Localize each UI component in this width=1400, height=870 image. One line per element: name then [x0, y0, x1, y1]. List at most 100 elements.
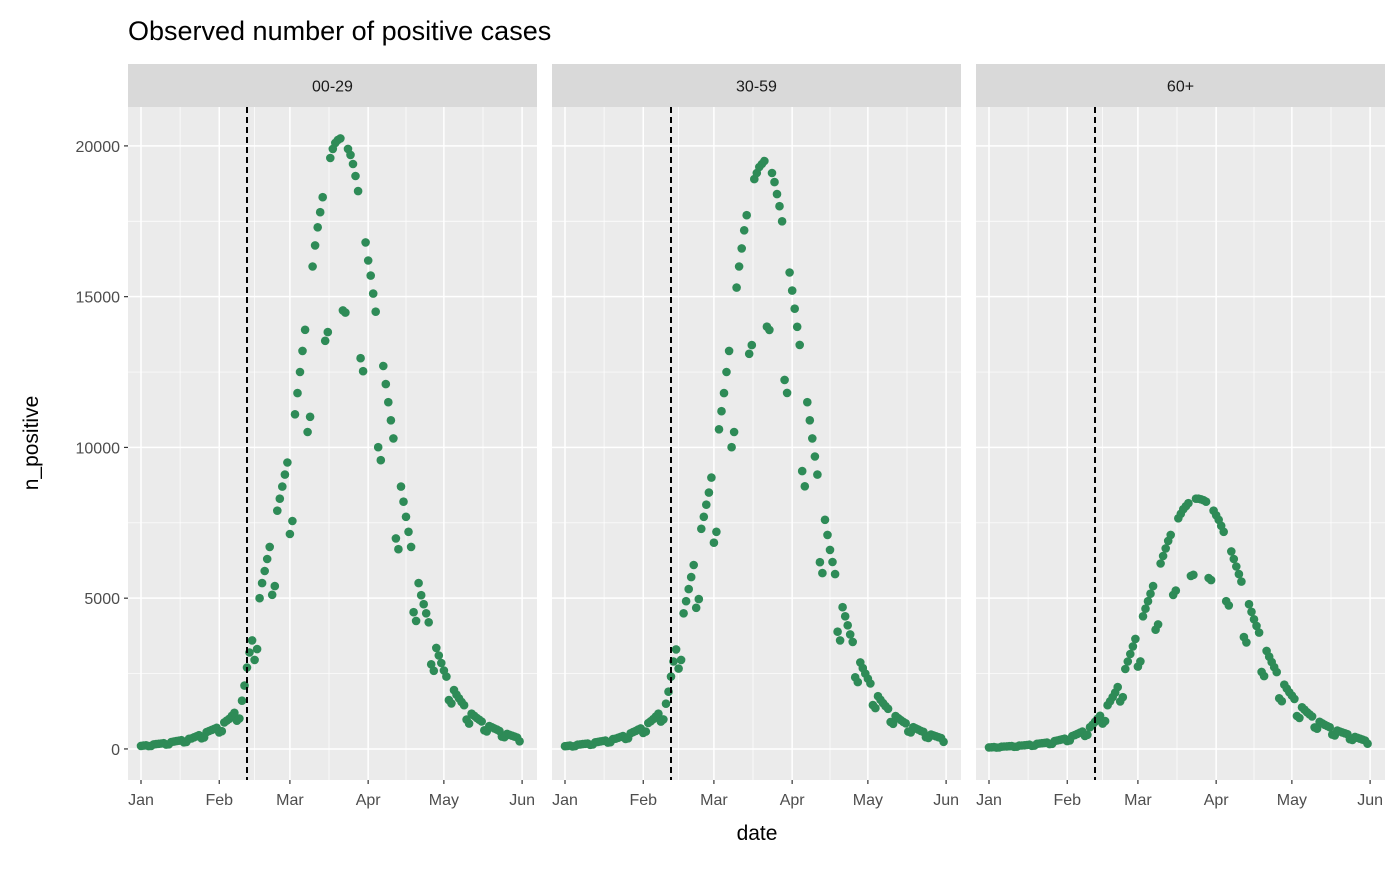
data-point	[845, 630, 855, 639]
data-point	[1227, 547, 1236, 556]
data-point	[1252, 621, 1261, 631]
data-point	[310, 241, 320, 250]
data-point	[729, 427, 739, 437]
data-point	[353, 186, 363, 196]
data-point	[820, 515, 830, 525]
data-point	[356, 353, 365, 363]
data-point	[1312, 724, 1322, 733]
x-tick-label: Jan	[976, 792, 1002, 809]
facet-panel-00-29: Jan Feb Mar Apr May Jun 0 5000 10000 15000 20000 00…	[76, 64, 537, 809]
data-point	[666, 672, 676, 681]
data-point	[336, 134, 345, 143]
data-point	[295, 367, 305, 377]
facet-strip	[128, 64, 537, 107]
data-point	[358, 366, 368, 376]
data-point	[777, 217, 787, 226]
facet-strip-label: 30-59	[736, 79, 777, 96]
data-point	[689, 560, 698, 570]
x-tick-label: Jun	[509, 792, 535, 809]
data-point	[744, 349, 754, 359]
data-point	[426, 660, 436, 669]
data-point	[641, 727, 651, 736]
data-point	[1234, 569, 1244, 579]
data-point	[835, 636, 845, 645]
data-point	[1272, 667, 1281, 677]
data-point	[346, 150, 355, 160]
data-point	[1131, 634, 1140, 644]
facet-strip	[552, 64, 961, 107]
data-point	[399, 497, 408, 507]
data-point	[424, 618, 434, 627]
data-point	[1242, 638, 1251, 647]
facet-panel-60+: Jan Feb Mar Apr May Jun 60+	[976, 64, 1385, 809]
data-point	[840, 612, 850, 621]
data-point	[406, 542, 416, 552]
data-point	[1219, 527, 1228, 537]
data-point	[747, 340, 757, 350]
data-point	[724, 346, 734, 356]
data-point	[280, 470, 290, 479]
y-tick-label: 15000	[76, 290, 121, 307]
x-tick-label: Jun	[1357, 792, 1383, 809]
y-tick-label: 5000	[84, 591, 120, 608]
data-point	[838, 602, 847, 612]
data-point	[808, 434, 817, 443]
data-point	[727, 442, 736, 452]
data-point	[368, 289, 378, 298]
data-point	[288, 516, 297, 526]
data-point	[818, 568, 827, 578]
data-point	[717, 406, 726, 416]
data-point	[1118, 692, 1128, 702]
data-point	[1171, 586, 1181, 595]
data-point	[775, 201, 784, 211]
data-point	[464, 719, 474, 728]
data-point	[275, 494, 285, 504]
data-point	[871, 703, 880, 713]
x-tick-label: Jun	[933, 792, 959, 809]
data-point	[257, 578, 267, 588]
x-tick-label: Mar	[1124, 792, 1152, 809]
data-point	[722, 367, 731, 377]
data-point	[694, 594, 704, 604]
data-point	[237, 696, 247, 705]
data-point	[792, 322, 802, 332]
data-point	[679, 609, 688, 618]
data-point	[699, 512, 709, 522]
data-point	[366, 271, 376, 280]
data-point	[1143, 596, 1153, 606]
x-tick-label: Feb	[1053, 792, 1081, 809]
facet-panels: Jan Feb Mar Apr May Jun 0 5000 10000 15000 20000 00…	[76, 64, 1385, 809]
data-point	[823, 530, 832, 540]
data-point	[1146, 589, 1155, 598]
data-point	[273, 506, 282, 515]
data-point	[830, 569, 840, 579]
data-point	[1295, 713, 1304, 723]
data-point	[389, 434, 398, 443]
data-point	[320, 336, 330, 346]
data-point	[1136, 657, 1145, 666]
x-tick-label: Jan	[128, 792, 154, 809]
data-point	[1189, 570, 1198, 580]
data-point	[434, 651, 444, 660]
data-point	[1363, 739, 1372, 748]
data-point	[376, 455, 386, 465]
data-point	[853, 677, 863, 687]
data-point	[1141, 604, 1150, 613]
data-point	[697, 524, 706, 534]
data-point	[1206, 575, 1216, 585]
data-point	[313, 223, 323, 232]
data-point	[815, 557, 825, 567]
data-point	[843, 621, 852, 630]
data-point	[1156, 559, 1165, 568]
x-tick-label: Apr	[780, 792, 806, 809]
data-point	[432, 643, 441, 653]
data-point	[800, 482, 810, 491]
x-tick-label: Mar	[700, 792, 728, 809]
y-tick-label: 0	[111, 742, 120, 759]
data-point	[702, 500, 711, 510]
data-point	[1184, 498, 1193, 508]
data-point	[901, 719, 910, 728]
data-point	[409, 607, 418, 617]
x-tick-label: May	[1277, 792, 1307, 809]
